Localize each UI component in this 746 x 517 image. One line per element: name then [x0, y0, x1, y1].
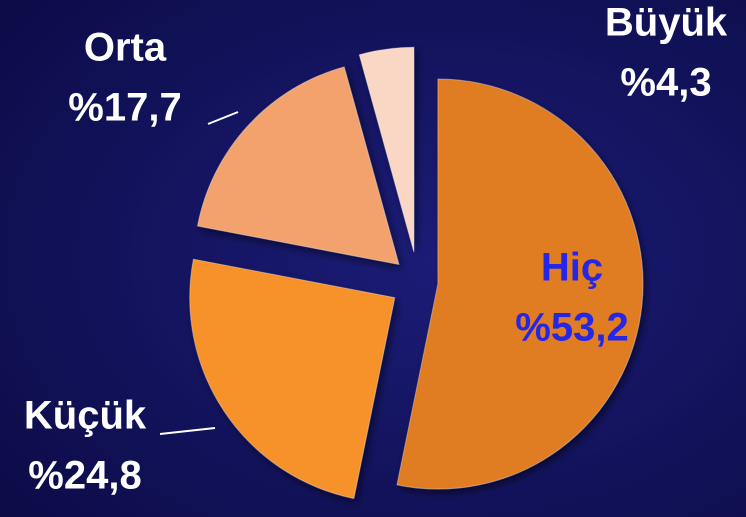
slice-label: Hiç	[541, 246, 603, 290]
slice-value: %24,8	[28, 454, 141, 498]
slice-label: Orta	[84, 26, 167, 70]
leader-line	[207, 111, 239, 125]
leader-line	[159, 427, 216, 435]
pie-slice	[396, 78, 644, 490]
pie-slice	[358, 46, 415, 253]
slice-value: %17,7	[68, 86, 181, 130]
slice-value: %53,2	[515, 306, 628, 350]
slice-label: Küçük	[24, 394, 147, 438]
pie-slice	[196, 66, 400, 266]
pie-slice	[189, 258, 396, 500]
slice-label: Büyük	[605, 1, 728, 45]
slice-value: %4,3	[620, 61, 711, 105]
